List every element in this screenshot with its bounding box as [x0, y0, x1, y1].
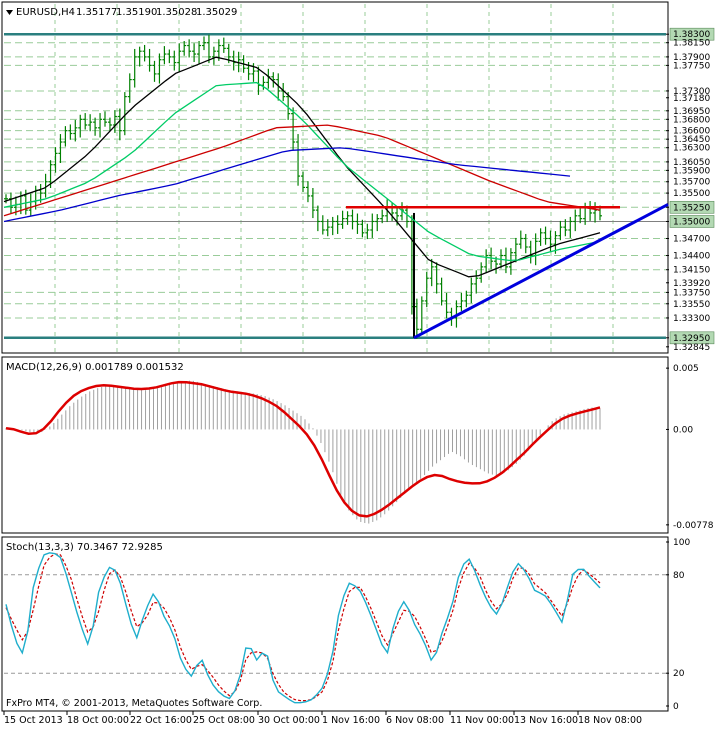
price-label-10: 1.36300: [673, 144, 710, 154]
macd-signal: [5, 380, 601, 518]
macd-label-2: -0.00778: [673, 521, 714, 531]
price-label-3: 1.37750: [673, 61, 710, 71]
price-label-1: 1.38150: [673, 39, 710, 49]
price-label-12: 1.35900: [673, 166, 710, 176]
symbol-title: EURUSD,H4: [16, 7, 75, 18]
macd-label-1: 0.00: [673, 425, 693, 435]
date-label-7: 11 Nov 00:00: [450, 715, 514, 726]
symbol-header: EURUSD,H4 1.35177 1.35190 1.35028 1.3502…: [6, 7, 237, 18]
price-label-17: 1.34700: [673, 234, 710, 244]
price-label-0: 1.38300: [673, 30, 710, 40]
price-label-22: 1.33550: [673, 300, 710, 310]
stoch-label-3: 0: [673, 702, 679, 712]
moving-average-1: [3, 81, 601, 262]
price-label-6: 1.36950: [673, 107, 710, 117]
stoch-title: Stoch(13,3,3) 70.3467 72.9285: [6, 542, 163, 553]
date-label-0: 15 Oct 2013: [4, 715, 63, 726]
date-label-8: 13 Nov 16:00: [514, 715, 578, 726]
date-label-2: 22 Oct 16:00: [130, 715, 192, 726]
stoch-axis: 100 80 20 0: [666, 538, 690, 712]
price-pane: [1, 1, 669, 354]
moving-average-2: [3, 124, 601, 217]
moving-average-0: [3, 56, 601, 278]
date-label-3: 25 Oct 08:00: [193, 715, 255, 726]
price-label-15: 1.35250: [673, 203, 710, 213]
price-label-24: 1.32950: [673, 334, 710, 344]
price-annotations: [346, 203, 669, 340]
price-label-box-24: [669, 331, 715, 345]
price-label-23: 1.33300: [673, 314, 710, 324]
macd-axis: 0.005 0.00 -0.00778: [666, 364, 714, 531]
stoch-label-2: 20: [673, 669, 685, 679]
price-label-11: 1.36050: [673, 158, 710, 168]
price-label-16: 1.35000: [673, 217, 710, 227]
dropdown-triangle-icon: [6, 10, 13, 15]
price-label-25: 1.32845: [673, 343, 710, 353]
price-label-5: 1.37180: [673, 94, 710, 104]
stoch-main-line: [5, 552, 601, 704]
ohlc-high: 1.35190: [116, 7, 157, 18]
price-label-9: 1.36450: [673, 135, 710, 145]
date-label-5: 1 Nov 16:00: [322, 715, 380, 726]
date-label-4: 30 Oct 00:00: [258, 715, 320, 726]
ohlc-close: 1.35029: [196, 7, 237, 18]
price-label-7: 1.36800: [673, 115, 710, 125]
price-label-20: 1.33920: [673, 279, 710, 289]
price-label-21: 1.33750: [673, 288, 710, 298]
price-label-18: 1.34400: [673, 252, 710, 262]
stochastic-lines: [4, 552, 666, 704]
support-trendline: [413, 203, 669, 340]
price-label-4: 1.37300: [673, 87, 710, 97]
price-label-13: 1.35700: [673, 178, 710, 188]
stoch-label-1: 80: [673, 571, 685, 581]
date-axis: 15 Oct 2013 18 Oct 00:00 22 Oct 16:00 25 Oc…: [3, 711, 642, 726]
price-label-2: 1.37900: [673, 53, 710, 63]
stoch-label-0: 100: [673, 538, 690, 548]
price-label-19: 1.34150: [673, 266, 710, 276]
moving-average-3: [3, 147, 571, 223]
macd-signal-line: [5, 380, 601, 518]
macd-pane: [1, 356, 669, 534]
macd-label-0: 0.005: [673, 364, 699, 374]
moving-averages: [3, 56, 601, 278]
copyright-text: FxPro MT4, © 2001-2013, MetaQuotes Softw…: [6, 698, 262, 709]
price-label-8: 1.36600: [673, 127, 710, 137]
ohlc-open: 1.35177: [76, 7, 117, 18]
price-label-14: 1.35500: [673, 189, 710, 199]
date-label-6: 6 Nov 08:00: [386, 715, 444, 726]
date-label-9: 18 Nov 08:00: [578, 715, 642, 726]
stoch-pane: [1, 536, 669, 712]
price-label-box-16: [669, 215, 715, 228]
macd-title: MACD(12,26,9) 0.001789 0.001532: [6, 362, 184, 373]
macd-histogram: [5, 380, 601, 524]
ohlc-low: 1.35028: [156, 7, 197, 18]
price-label-box-15: [669, 200, 715, 214]
date-label-1: 18 Oct 00:00: [67, 715, 129, 726]
price-label-box-0: [669, 27, 715, 41]
